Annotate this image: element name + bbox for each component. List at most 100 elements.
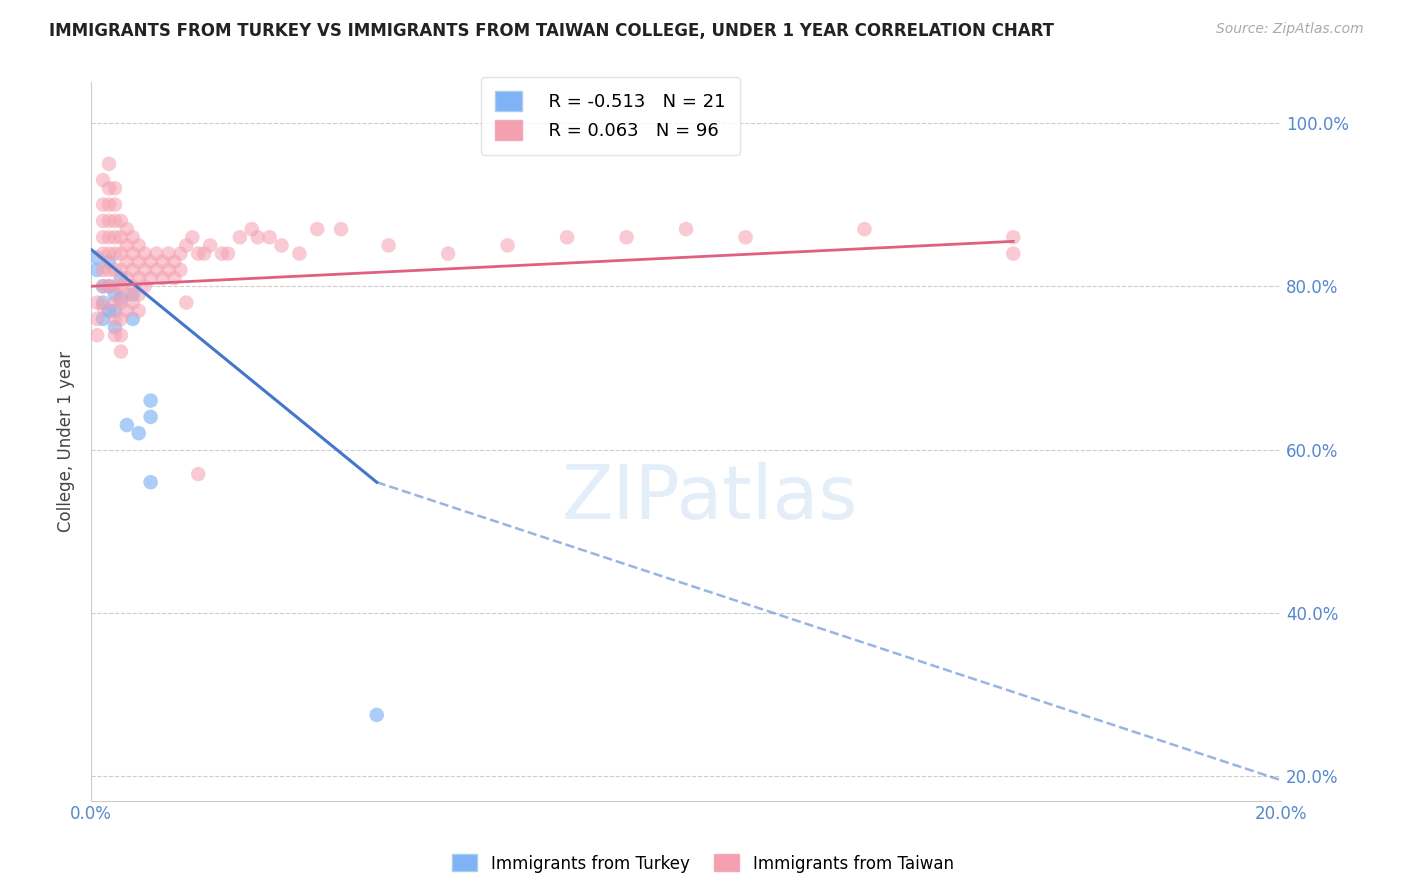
Point [110,292,132,306]
Point [91,312,114,326]
Point [98,254,121,268]
Point [187,246,209,260]
Point [86,312,108,326]
Point [176,295,198,310]
Point [110,246,132,260]
Point [104,263,127,277]
Point [115,287,138,301]
Point [139,254,162,268]
Point [98,303,121,318]
Point [169,246,191,260]
Point [104,312,127,326]
Point [98,246,121,260]
Point [104,320,127,334]
Point [157,263,180,277]
Point [104,246,127,260]
Point [115,271,138,285]
Point [91,214,114,228]
Point [98,279,121,293]
Point [128,287,150,301]
Text: IMMIGRANTS FROM TURKEY VS IMMIGRANTS FROM TAIWAN COLLEGE, UNDER 1 YEAR CORRELATI: IMMIGRANTS FROM TURKEY VS IMMIGRANTS FRO… [49,22,1054,40]
Point [246,230,269,244]
Point [110,295,132,310]
Point [98,279,121,293]
Point [121,246,143,260]
Text: ZIPatlas: ZIPatlas [561,462,858,535]
Point [176,238,198,252]
Point [98,197,121,211]
Point [104,328,127,343]
Point [104,287,127,301]
Point [98,214,121,228]
Point [98,181,121,195]
Point [91,173,114,187]
Point [110,230,132,244]
Point [288,246,311,260]
Point [104,197,127,211]
Legend:   R = -0.513   N = 21,   R = 0.063   N = 96: R = -0.513 N = 21, R = 0.063 N = 96 [481,77,740,154]
Point [121,295,143,310]
Point [134,246,156,260]
Point [675,222,697,236]
Point [86,328,108,343]
Point [259,230,281,244]
Point [377,238,399,252]
Point [121,279,143,293]
Point [110,271,132,285]
Point [734,230,756,244]
Point [110,312,132,326]
Point [134,279,156,293]
Point [853,222,876,236]
Point [86,295,108,310]
Point [163,254,186,268]
Point [198,238,221,252]
Point [104,295,127,310]
Point [128,238,150,252]
Point [91,230,114,244]
Point [98,230,121,244]
Point [555,230,578,244]
Point [307,222,329,236]
Point [91,295,114,310]
Point [139,475,162,490]
Point [145,246,167,260]
Point [110,214,132,228]
Point [115,303,138,318]
Point [128,254,150,268]
Point [110,344,132,359]
Text: Source: ZipAtlas.com: Source: ZipAtlas.com [1216,22,1364,37]
Point [139,271,162,285]
Point [187,467,209,481]
Point [169,263,191,277]
Point [437,246,460,260]
Point [98,263,121,277]
Point [86,263,108,277]
Point [1002,246,1025,260]
Point [104,214,127,228]
Point [115,254,138,268]
Point [104,303,127,318]
Point [270,238,292,252]
Point [121,287,143,301]
Point [91,246,114,260]
Point [91,300,114,314]
Point [181,230,204,244]
Point [330,222,353,236]
Point [91,279,114,293]
Point [193,246,215,260]
Point [152,271,174,285]
Point [240,222,263,236]
Point [104,181,127,195]
Point [110,263,132,277]
Point [145,263,167,277]
Point [152,254,174,268]
Point [86,251,108,265]
Point [115,418,138,433]
Point [91,263,114,277]
Point [366,707,388,722]
Point [121,312,143,326]
Point [496,238,519,252]
Point [616,230,638,244]
Point [163,271,186,285]
Point [104,279,127,293]
